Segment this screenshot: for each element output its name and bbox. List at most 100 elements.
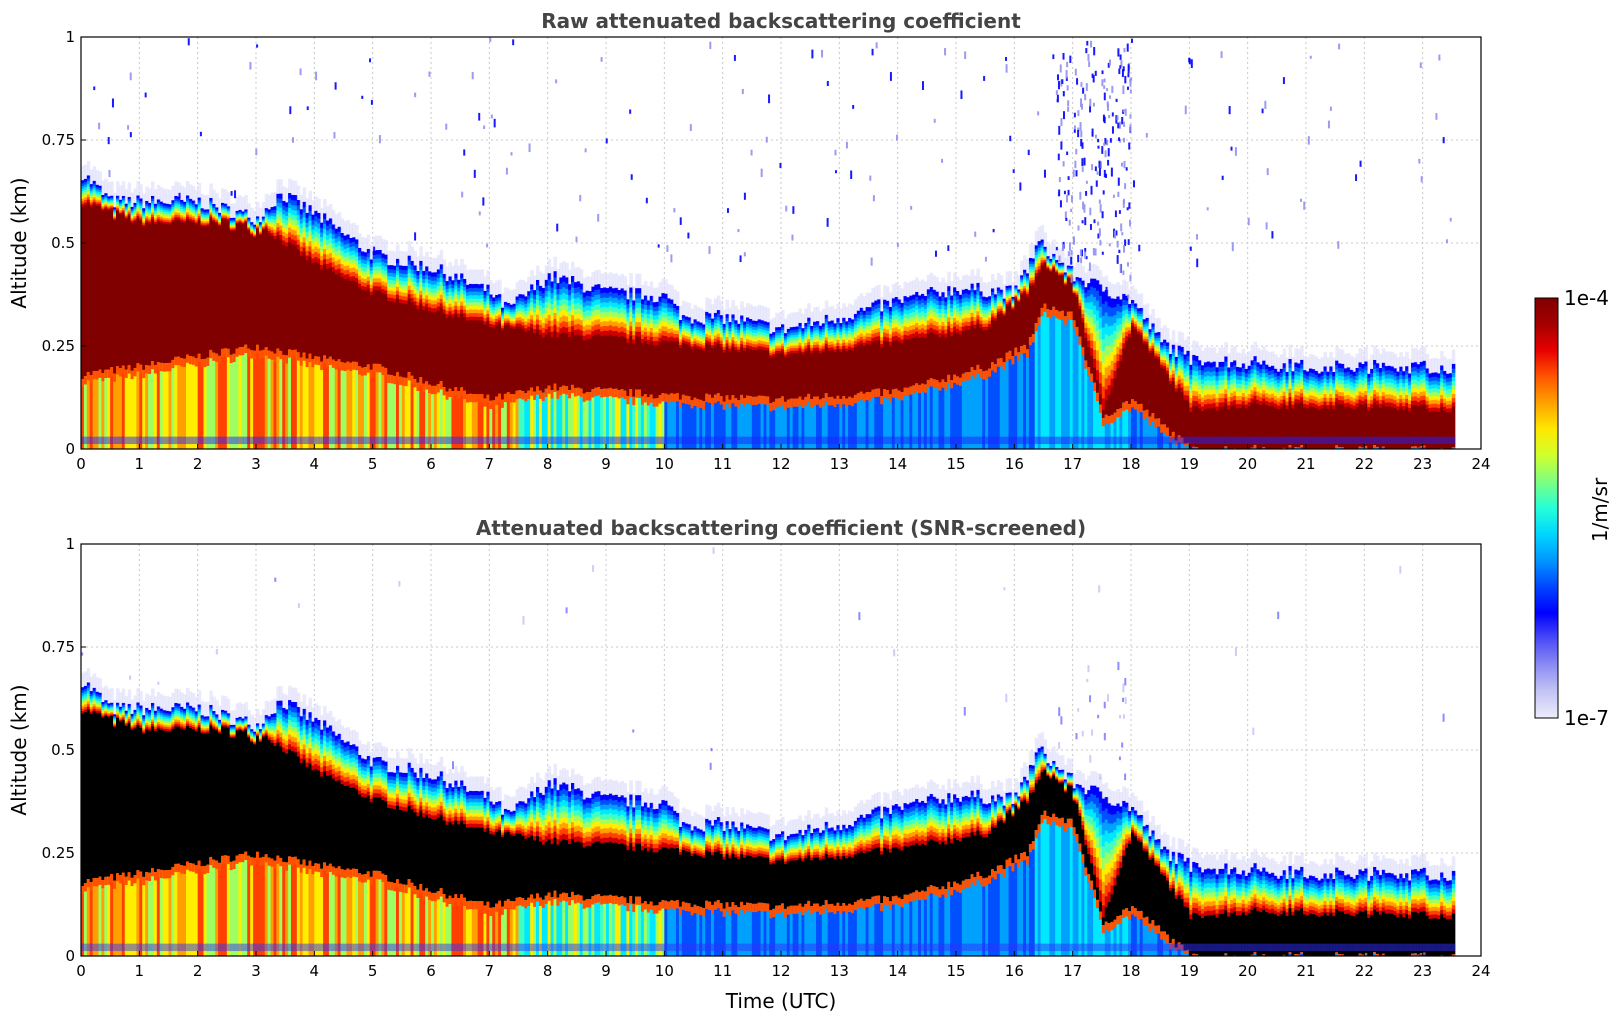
haze <box>264 193 269 209</box>
profile-column <box>853 299 858 449</box>
band-edge-low <box>576 387 581 396</box>
upper-gradient <box>565 316 569 323</box>
lower-region <box>448 388 453 449</box>
upper-gradient <box>486 309 490 314</box>
upper-gradient <box>961 314 966 319</box>
saturated-band <box>267 232 272 351</box>
band-edge-low <box>221 348 225 358</box>
upper-gradient <box>865 340 870 345</box>
upper-gradient <box>468 305 473 310</box>
band-edge-low <box>235 348 240 357</box>
upper-gradient <box>699 333 703 337</box>
profile-column <box>550 267 555 449</box>
saturated-band <box>209 218 213 350</box>
lower-region <box>897 390 902 449</box>
upper-gradient <box>795 326 800 330</box>
ground-strip <box>865 436 870 445</box>
upper-gradient <box>110 195 114 198</box>
saturated-band <box>457 316 461 392</box>
saturated-band <box>909 338 913 387</box>
saturated-band <box>118 213 123 369</box>
saturated-band <box>617 336 622 391</box>
upper-gradient <box>483 300 488 305</box>
upper-gradient <box>643 313 648 319</box>
upper-gradient <box>804 347 808 352</box>
upper-gradient <box>372 266 377 271</box>
upper-gradient <box>124 210 129 213</box>
profile-column <box>851 304 855 449</box>
profile-column <box>457 265 461 449</box>
upper-gradient <box>711 327 715 331</box>
upper-gradient <box>740 318 744 323</box>
upper-gradient <box>139 209 143 213</box>
upper-gradient <box>705 336 709 341</box>
saturated-band <box>387 300 391 375</box>
lower-region <box>862 393 867 449</box>
saturated-band <box>795 352 800 399</box>
upper-gradient <box>229 217 234 220</box>
upper-gradient <box>888 341 893 346</box>
upper-gradient <box>460 277 464 282</box>
haze <box>973 275 978 291</box>
upper-gradient <box>285 233 289 238</box>
upper-gradient <box>950 327 954 333</box>
upper-gradient <box>471 287 476 292</box>
upper-gradient <box>874 320 878 325</box>
upper-gradient <box>757 345 762 350</box>
upper-gradient <box>582 301 587 308</box>
upper-gradient <box>468 283 473 288</box>
upper-gradient <box>229 222 234 225</box>
upper-gradient <box>136 215 140 219</box>
upper-gradient <box>626 299 630 305</box>
band-edge-low <box>343 362 348 372</box>
upper-gradient <box>783 351 788 355</box>
upper-gradient <box>334 269 339 275</box>
upper-gradient <box>915 291 919 297</box>
upper-gradient <box>293 234 298 241</box>
upper-gradient <box>600 311 604 318</box>
upper-gradient <box>436 277 441 283</box>
upper-gradient <box>153 203 158 207</box>
upper-gradient <box>159 213 164 217</box>
upper-gradient <box>209 210 213 213</box>
upper-gradient <box>492 297 496 301</box>
upper-gradient <box>136 208 140 212</box>
upper-gradient <box>407 289 412 295</box>
upper-gradient <box>372 270 377 275</box>
upper-gradient <box>853 340 858 345</box>
band-edge-low <box>547 385 552 394</box>
upper-gradient <box>86 188 91 192</box>
upper-gradient <box>533 320 537 325</box>
ground-strip <box>363 436 368 445</box>
upper-gradient <box>279 202 283 208</box>
profile-column <box>305 198 310 449</box>
upper-gradient <box>614 311 619 317</box>
ground-strip <box>982 436 986 445</box>
haze <box>451 265 455 281</box>
profile-column <box>95 170 100 449</box>
saturated-band <box>226 220 231 349</box>
upper-gradient <box>833 326 838 330</box>
upper-gradient <box>816 329 820 334</box>
upper-gradient <box>973 316 978 321</box>
saturated-band <box>620 335 625 390</box>
lower-region <box>483 398 488 449</box>
upper-gradient <box>909 312 913 318</box>
upper-gradient <box>722 332 727 336</box>
upper-gradient <box>363 274 368 280</box>
upper-gradient <box>938 328 943 334</box>
upper-gradient <box>124 212 129 215</box>
upper-gradient <box>576 318 581 324</box>
upper-gradient <box>851 337 855 342</box>
saturated-band <box>734 349 738 399</box>
upper-gradient <box>664 312 668 318</box>
upper-gradient <box>536 299 540 305</box>
upper-gradient <box>503 304 508 307</box>
profile-column <box>349 223 353 449</box>
upper-gradient <box>623 290 628 296</box>
upper-gradient <box>361 255 365 260</box>
upper-gradient <box>769 352 773 356</box>
upper-gradient <box>442 301 447 306</box>
lower-region <box>877 388 881 449</box>
lower-region <box>162 363 167 449</box>
